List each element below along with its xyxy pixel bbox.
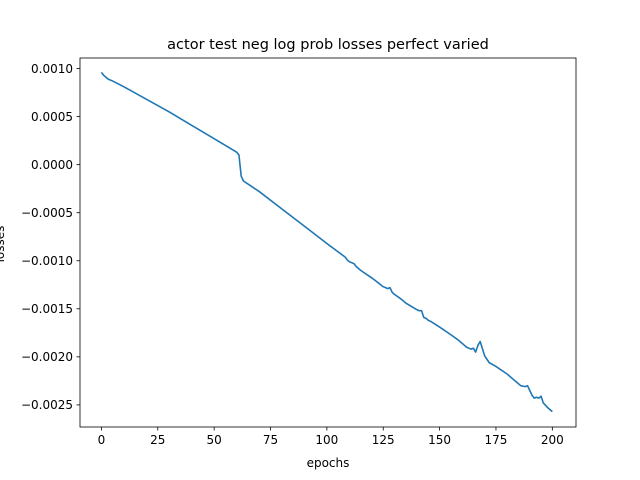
chart-title: actor test neg log prob losses perfect v…	[167, 37, 489, 53]
y-tick-label: −0.0010	[21, 254, 73, 268]
y-tick-label: 0.0005	[31, 110, 73, 124]
x-axis-label: epochs	[307, 456, 350, 470]
y-axis-label: losses	[0, 226, 7, 263]
y-tick-label: 0.0010	[31, 62, 73, 76]
series-line	[100, 71, 553, 413]
axes-frame	[79, 57, 577, 428]
x-tick-label: 175	[485, 433, 508, 447]
x-tick-label: 75	[263, 433, 278, 447]
y-tick-label: −0.0025	[21, 398, 73, 412]
y-tick-label: 0.0000	[31, 158, 73, 172]
x-tick-label: 0	[98, 433, 106, 447]
x-axis: 0 25 50 75 100 125 150 175 200	[98, 427, 564, 447]
y-tick-label: −0.0020	[21, 350, 73, 364]
y-tick-label: −0.0015	[21, 302, 73, 316]
x-tick-label: 25	[150, 433, 165, 447]
y-axis: 0.0010 0.0005 0.0000 −0.0005 −0.0010 −0.0015 −…	[21, 62, 80, 412]
x-tick-label: 125	[372, 433, 395, 447]
x-tick-label: 200	[541, 433, 564, 447]
y-tick-label: −0.0005	[21, 206, 73, 220]
x-tick-label: 50	[207, 433, 222, 447]
x-tick-label: 150	[428, 433, 451, 447]
plot-area	[100, 71, 553, 413]
x-tick-label: 100	[315, 433, 338, 447]
